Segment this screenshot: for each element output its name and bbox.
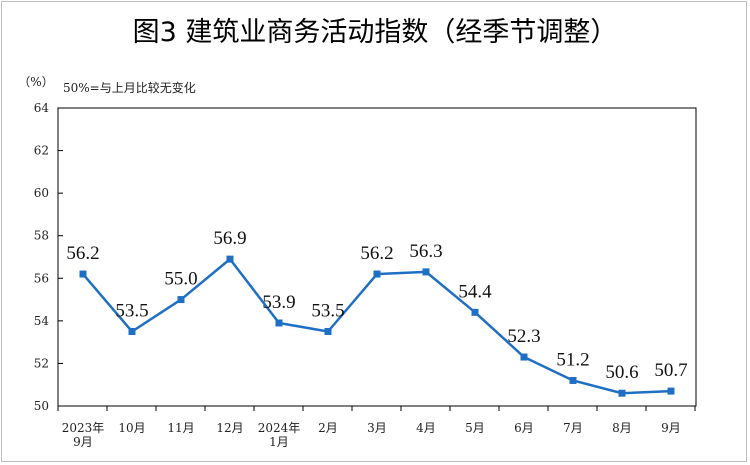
y-tick-label: 64 xyxy=(34,101,50,115)
y-tick-label: 60 xyxy=(34,186,49,200)
data-point xyxy=(226,255,234,263)
data-label: 50.7 xyxy=(654,360,687,381)
y-tick-label: 56 xyxy=(34,271,49,285)
x-tick-label: 4月 xyxy=(416,421,436,435)
data-point xyxy=(667,387,675,395)
x-tick-label: 5月 xyxy=(465,421,485,435)
x-tick-label: 2月 xyxy=(318,421,338,435)
data-point xyxy=(79,270,87,278)
x-tick-label: 12月 xyxy=(216,421,243,435)
y-tick-label: 54 xyxy=(34,314,50,328)
data-label: 54.4 xyxy=(458,281,492,302)
data-point xyxy=(275,319,283,327)
chart-title: 图3 建筑业商务活动指数（经季节调整） xyxy=(133,17,618,48)
data-label: 53.5 xyxy=(311,301,344,322)
data-label: 51.2 xyxy=(556,349,589,370)
data-point xyxy=(177,296,185,304)
y-axis: 50 52 54 56 58 60 62 64 xyxy=(34,101,63,413)
data-label: 55.0 xyxy=(164,269,197,290)
x-tick-label: 9月 xyxy=(661,421,681,435)
x-tick-label: 8月 xyxy=(612,421,632,435)
data-point xyxy=(373,270,381,278)
y-tick-label: 58 xyxy=(34,229,49,243)
y-tick-label: 62 xyxy=(34,144,49,158)
data-label: 56.2 xyxy=(360,243,393,264)
y-tick-label: 52 xyxy=(34,356,49,370)
x-tick-label: 6月 xyxy=(514,421,534,435)
y-tick-label: 50 xyxy=(34,399,49,413)
data-point xyxy=(471,308,479,316)
data-point xyxy=(422,268,430,276)
data-label: 52.3 xyxy=(507,326,540,347)
x-tick-label: 7月 xyxy=(563,421,583,435)
plot-area xyxy=(57,107,697,407)
y-unit-label: （%） xyxy=(18,75,53,89)
x-tick-label: 1月 xyxy=(269,435,289,449)
data-label: 56.2 xyxy=(66,243,99,264)
baseline-note: 50%=与上月比较无变化 xyxy=(63,80,196,95)
series-group: 56.2 53.5 55.0 56.9 53.9 53.5 56.2 56.3 54.4 52.3… xyxy=(66,228,688,397)
data-label: 53.9 xyxy=(262,292,295,313)
data-point xyxy=(128,328,136,335)
x-tick-label: 10月 xyxy=(118,421,145,435)
x-tick-label: 9月 xyxy=(73,435,93,449)
data-label: 56.3 xyxy=(409,241,442,262)
data-point xyxy=(569,376,577,384)
x-tick-label: 2023年 xyxy=(62,421,105,435)
data-label: 53.5 xyxy=(115,301,148,322)
data-point xyxy=(324,328,332,335)
data-label: 56.9 xyxy=(213,228,246,249)
data-point xyxy=(618,389,626,397)
x-tick-label: 2024年 xyxy=(258,421,301,435)
data-point xyxy=(520,353,528,361)
x-tick-label: 3月 xyxy=(367,421,387,435)
x-tick-label: 11月 xyxy=(167,421,194,435)
data-label: 50.6 xyxy=(605,362,638,383)
